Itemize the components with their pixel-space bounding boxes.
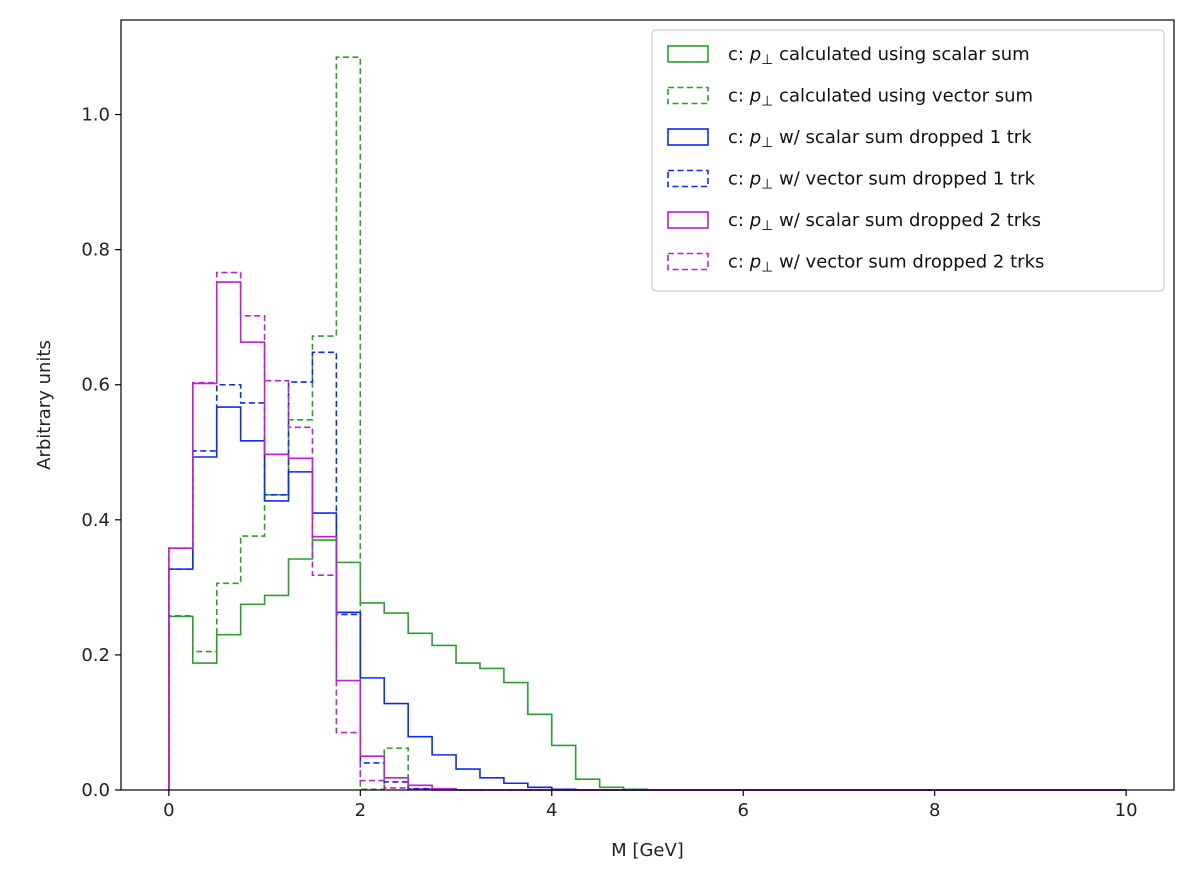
x-axis-label: M [GeV] [611, 840, 684, 861]
series-line-2 [168, 406, 1127, 791]
legend-swatch [667, 211, 709, 229]
x-tick-label: 8 [929, 800, 940, 821]
plot-frame [120, 19, 1175, 791]
series-line-0 [168, 539, 1127, 791]
y-tick-label: 0.0 [81, 780, 110, 801]
x-tick-label: 0 [163, 800, 174, 821]
legend-swatch [667, 252, 709, 271]
series-line-5 [168, 271, 1127, 791]
legend-entry-label: c: p⊥ w/ scalar sum dropped 1 trk [728, 127, 1032, 151]
legend-entry-label: c: p⊥ w/ scalar sum dropped 2 trks [728, 210, 1041, 234]
y-axis-label: Arbitrary units [34, 340, 55, 470]
x-tick-label: 6 [738, 800, 749, 821]
x-tick-label: 10 [1115, 800, 1138, 821]
y-tick-label: 1.0 [81, 105, 110, 126]
y-tick-label: 0.6 [81, 375, 110, 396]
y-tick-label: 0.8 [81, 240, 110, 261]
legend-swatch [667, 86, 709, 105]
legend-swatch [667, 169, 709, 188]
legend-entry-label: c: p⊥ calculated using vector sum [728, 86, 1033, 110]
legend-entry-label: c: p⊥ w/ vector sum dropped 1 trk [728, 169, 1036, 193]
axes-layer: 0 2 4 6 8 10 0.0 0.2 0.4 0.6 0.8 1.0 [81, 19, 1175, 821]
x-tick-label: 4 [546, 800, 557, 821]
x-tick-label: 2 [355, 800, 366, 821]
legend-swatch [667, 45, 709, 63]
y-tick-label: 0.2 [81, 645, 110, 666]
legend: c: p⊥ calculated using scalar sum c: p⊥ c… [651, 29, 1165, 292]
legend-entry-label: c: p⊥ calculated using scalar sum [728, 44, 1030, 68]
legend-swatch [667, 128, 709, 146]
legend-box [651, 29, 1165, 292]
y-tick-label: 0.4 [81, 510, 110, 531]
legend-entry-label: c: p⊥ w/ vector sum dropped 2 trks [728, 252, 1044, 276]
